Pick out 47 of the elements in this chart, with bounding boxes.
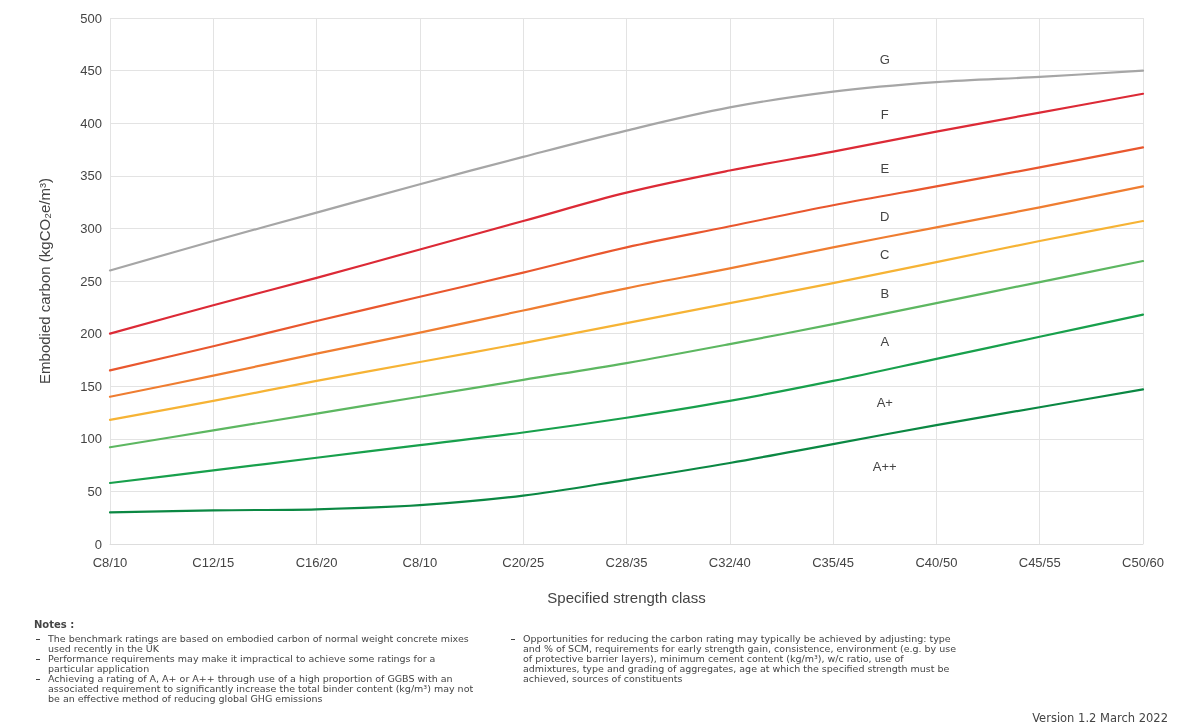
y-axis-title: Embodied carbon (kgCO₂e/m³)	[36, 178, 53, 384]
x-tick-label: C45/55	[1018, 555, 1061, 570]
line-series	[108, 185, 1145, 398]
y-tick-label: 100	[80, 431, 102, 447]
line-series	[108, 69, 1145, 272]
y-tick-label: 150	[80, 378, 102, 394]
line-series	[108, 313, 1145, 485]
annotation: A+	[876, 394, 893, 410]
x-tick-label: C28/35	[605, 555, 648, 570]
line-series	[108, 388, 1145, 514]
annotation: G	[879, 52, 890, 68]
text: Version 1.2 March 2022	[1032, 711, 1168, 725]
annotation: B	[880, 285, 890, 301]
annotation: A	[880, 334, 890, 350]
y-tick-label: 0	[94, 536, 102, 552]
y-tick-label: 250	[80, 273, 102, 289]
line-series	[108, 259, 1145, 449]
y-tick-label: 50	[87, 483, 102, 499]
x-axis-title: Specified strength class	[547, 589, 706, 606]
line-series	[108, 219, 1145, 421]
text: Achieving a rating of A, A+ or A++ through use of a high proportion of GGBS with an associated requirement to significantly increase the total binder content (kg/m³) may not be an effective method of reducing global GHG emissions	[47, 673, 475, 704]
annotation: E	[880, 161, 890, 177]
annotation: A++	[872, 459, 897, 475]
text: Performance requirements may make it impractical to achieve some ratings for a particular application	[47, 653, 437, 674]
y-tick-label: 200	[80, 326, 102, 342]
x-tick-label: C12/15	[192, 555, 235, 570]
x-tick-label: C35/45	[812, 555, 855, 570]
text: Notes :	[34, 619, 76, 630]
x-tick-label: C16/20	[295, 555, 338, 570]
annotation: D	[880, 209, 890, 225]
y-tick-label: 500	[80, 10, 102, 26]
y-tick-label: 400	[80, 115, 102, 131]
line-series	[108, 92, 1145, 335]
x-tick-label: C8/10	[402, 555, 438, 570]
x-tick-label: C8/10	[92, 555, 128, 570]
y-tick-label: 450	[80, 63, 102, 79]
text: Opportunities for reducing the carbon rating may typically be achieved by adjusting: type and % of SCM, requirements for early strength gain, consistence, environment (e.g. by use of protective barrier layers), minimum cement content (kg/m³), w/c ratio, use of admixtures, type and grading of aggregates, age at which the specified strength must be achieved, sources of constituents	[522, 633, 958, 684]
line-series	[108, 146, 1145, 372]
x-tick-label: C32/40	[708, 555, 751, 570]
annotation: C	[880, 247, 890, 263]
y-tick-label: 350	[80, 168, 102, 184]
text: The benchmark ratings are based on embodied carbon of normal weight concrete mixes used recently in the UK	[47, 633, 470, 654]
annotation: F	[880, 106, 889, 122]
y-tick-label: 300	[80, 220, 102, 236]
x-tick-label: C20/25	[502, 555, 545, 570]
x-tick-label: C50/60	[1122, 555, 1164, 570]
x-tick-label: C40/50	[915, 555, 958, 570]
